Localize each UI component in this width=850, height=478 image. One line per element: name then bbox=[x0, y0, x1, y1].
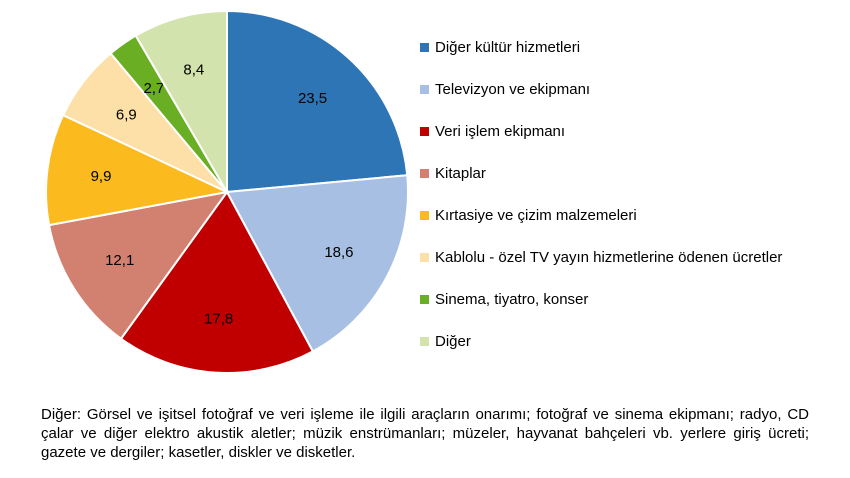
pie-chart: 23,5 18,6 17,8 12,1 9,9 6,9 2,7 8,4 bbox=[45, 9, 409, 374]
footnote: Diğer: Görsel ve işitsel fotoğraf ve ver… bbox=[41, 406, 809, 461]
data-label: 17,8 bbox=[204, 311, 233, 328]
data-label: 6,9 bbox=[116, 107, 137, 124]
data-label: 23,5 bbox=[298, 90, 327, 107]
legend-item: Diğer bbox=[420, 332, 820, 351]
legend-label: Sinema, tiyatro, konser bbox=[435, 291, 589, 308]
pie-slice bbox=[119, 190, 315, 374]
legend-swatch bbox=[420, 295, 429, 304]
legend-swatch bbox=[420, 337, 429, 346]
legend-label: Diğer kültür hizmetleri bbox=[435, 39, 581, 56]
data-label: 9,9 bbox=[91, 168, 112, 185]
pie-slice bbox=[225, 174, 409, 353]
legend-swatch bbox=[420, 169, 429, 178]
legend-item: Kablolu - özel TV yayın hizmetlerine öde… bbox=[420, 248, 820, 267]
legend-swatch bbox=[420, 127, 429, 136]
legend-label: Televizyon ve ekipmanı bbox=[435, 81, 591, 98]
legend-swatch bbox=[420, 253, 429, 262]
legend-swatch bbox=[420, 43, 429, 52]
data-label: 12,1 bbox=[105, 252, 134, 269]
legend-label: Kırtasiye ve çizim malzemeleri bbox=[435, 207, 637, 224]
legend-label: Diğer bbox=[435, 333, 471, 350]
legend-item: Kırtasiye ve çizim malzemeleri bbox=[420, 206, 820, 225]
pie-slice bbox=[226, 9, 409, 194]
pie-slice bbox=[45, 113, 231, 227]
legend-item: Veri işlem ekipmanı bbox=[420, 122, 820, 141]
legend-item: Televizyon ve ekipmanı bbox=[420, 80, 820, 99]
legend-item: Diğer kültür hizmetleri bbox=[420, 38, 820, 57]
legend-item: Kitaplar bbox=[420, 164, 820, 183]
legend-label: Kitaplar bbox=[435, 165, 486, 182]
legend-label: Veri işlem ekipmanı bbox=[435, 123, 566, 140]
pie-slice bbox=[47, 190, 230, 341]
data-label: 8,4 bbox=[183, 61, 204, 78]
legend-item: Sinema, tiyatro, konser bbox=[420, 290, 820, 309]
legend-swatch bbox=[420, 85, 429, 94]
data-label: 2,7 bbox=[143, 80, 164, 97]
legend-swatch bbox=[420, 211, 429, 220]
legend-label: Kablolu - özel TV yayın hizmetlerine öde… bbox=[435, 249, 783, 266]
data-label: 18,6 bbox=[324, 244, 353, 261]
pie-slice bbox=[134, 9, 228, 196]
